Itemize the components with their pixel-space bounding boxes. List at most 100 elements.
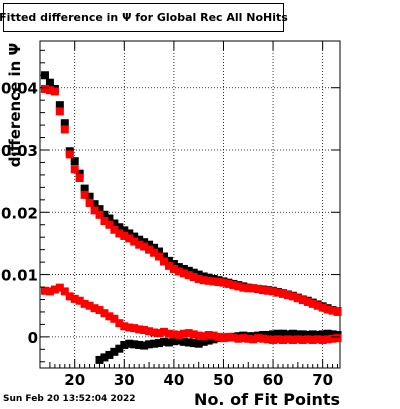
data-point bbox=[159, 252, 168, 261]
y-tick-label: 0 bbox=[28, 329, 38, 347]
data-point bbox=[110, 347, 119, 356]
data-point bbox=[85, 192, 94, 201]
data-point bbox=[303, 297, 312, 306]
y-tick-label: 0.02 bbox=[1, 204, 38, 222]
data-point bbox=[204, 276, 213, 285]
data-point bbox=[209, 277, 218, 286]
data-point bbox=[278, 329, 287, 338]
data-point bbox=[125, 323, 134, 332]
data-point bbox=[100, 210, 109, 219]
data-point bbox=[45, 86, 54, 95]
axes: 20 30 40 50 60 70 0 0.01 0.02 0.03 0.04 bbox=[1, 41, 340, 389]
data-point bbox=[120, 322, 129, 331]
data-point bbox=[254, 334, 263, 343]
data-point bbox=[105, 350, 114, 359]
data-point bbox=[150, 243, 159, 252]
data-point bbox=[40, 84, 49, 93]
data-point bbox=[328, 306, 337, 315]
data-point bbox=[323, 305, 332, 314]
data-point bbox=[60, 125, 69, 134]
data-point bbox=[224, 332, 233, 341]
data-point bbox=[110, 225, 119, 234]
data-point bbox=[199, 276, 208, 285]
data-point bbox=[70, 294, 79, 303]
data-point bbox=[298, 296, 307, 305]
data-point bbox=[159, 337, 168, 346]
data-point bbox=[100, 217, 109, 226]
data-point bbox=[174, 336, 183, 345]
data-point bbox=[135, 240, 144, 249]
data-point bbox=[145, 340, 154, 349]
data-point bbox=[219, 334, 228, 343]
data-point bbox=[169, 330, 178, 339]
data-point bbox=[135, 235, 144, 244]
data-point bbox=[125, 234, 134, 243]
data-point bbox=[80, 299, 89, 308]
data-point bbox=[274, 288, 283, 297]
data-point bbox=[50, 285, 59, 294]
data-point bbox=[254, 284, 263, 293]
data-point bbox=[283, 330, 292, 339]
data-point bbox=[184, 329, 193, 338]
data-point bbox=[80, 190, 89, 199]
x-tick-label: 30 bbox=[114, 371, 135, 389]
data-point bbox=[328, 330, 337, 339]
data-point bbox=[150, 339, 159, 348]
data-point bbox=[150, 328, 159, 337]
x-tick-label: 40 bbox=[163, 371, 184, 389]
data-point bbox=[155, 339, 164, 348]
data-point bbox=[224, 279, 233, 288]
x-tick-label: 50 bbox=[213, 371, 234, 389]
data-point bbox=[85, 301, 94, 310]
data-point bbox=[40, 286, 49, 295]
data-point bbox=[140, 238, 149, 247]
data-points bbox=[40, 71, 342, 364]
data-point bbox=[274, 329, 283, 338]
data-point bbox=[150, 248, 159, 257]
data-point bbox=[120, 231, 129, 240]
data-point bbox=[199, 332, 208, 341]
data-point bbox=[174, 267, 183, 276]
data-point bbox=[179, 337, 188, 346]
data-point bbox=[65, 150, 74, 159]
x-tick-label: 60 bbox=[263, 371, 284, 389]
data-point bbox=[264, 330, 273, 339]
data-point bbox=[164, 329, 173, 338]
data-point bbox=[303, 335, 312, 344]
data-point bbox=[130, 232, 139, 241]
y-tick-label: 0.01 bbox=[1, 267, 38, 285]
data-point bbox=[264, 335, 273, 344]
data-point bbox=[293, 330, 302, 339]
data-point bbox=[85, 198, 94, 207]
data-point bbox=[90, 206, 99, 215]
data-point bbox=[125, 229, 134, 238]
data-point bbox=[75, 174, 84, 183]
data-point bbox=[194, 331, 203, 340]
data-point bbox=[164, 261, 173, 270]
data-point bbox=[179, 264, 188, 273]
data-point bbox=[313, 301, 322, 310]
data-point bbox=[55, 101, 64, 110]
data-point bbox=[164, 338, 173, 347]
data-point bbox=[244, 334, 253, 343]
data-point bbox=[130, 340, 139, 349]
data-point bbox=[328, 334, 337, 343]
data-point bbox=[145, 327, 154, 336]
data-point bbox=[174, 263, 183, 272]
data-point bbox=[303, 330, 312, 339]
data-point bbox=[155, 329, 164, 338]
data-point bbox=[110, 219, 119, 228]
x-tick-label: 70 bbox=[312, 371, 333, 389]
data-point bbox=[229, 281, 238, 290]
data-point bbox=[105, 312, 114, 321]
data-point bbox=[155, 252, 164, 261]
x-tick-label: 20 bbox=[64, 371, 85, 389]
data-point bbox=[239, 283, 248, 292]
data-point bbox=[95, 205, 104, 214]
data-point bbox=[159, 257, 168, 266]
data-point bbox=[269, 330, 278, 339]
data-point bbox=[169, 337, 178, 346]
data-point bbox=[95, 306, 104, 315]
data-point bbox=[140, 326, 149, 335]
